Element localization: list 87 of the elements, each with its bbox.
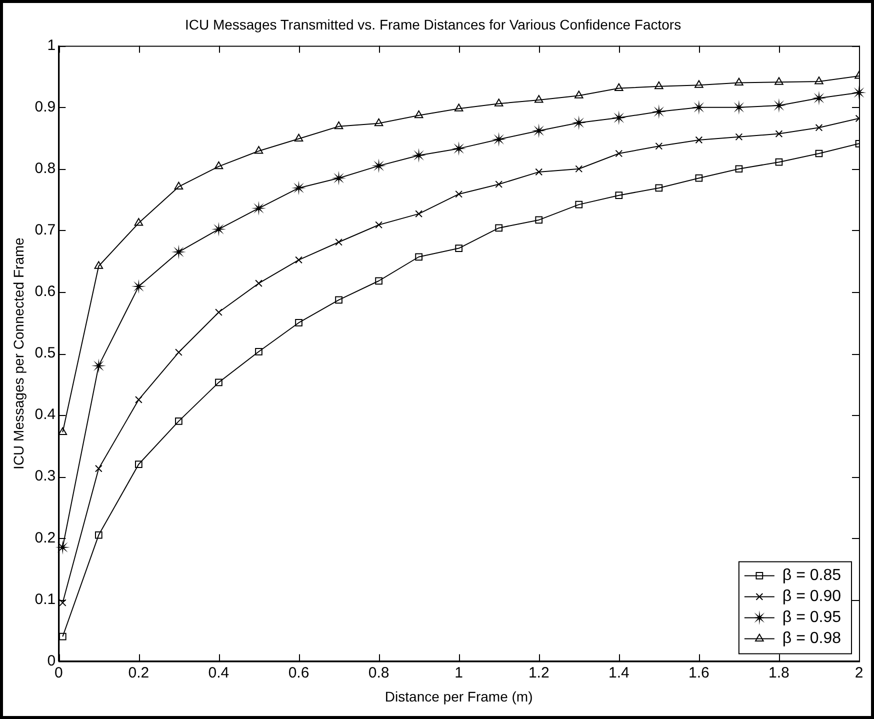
point — [255, 280, 262, 288]
point — [775, 158, 783, 166]
point — [94, 464, 102, 472]
point — [414, 110, 424, 118]
y-tick-label: 0.2 — [34, 529, 56, 546]
x-tick-label: 1 — [454, 664, 463, 682]
point — [415, 210, 422, 218]
point — [815, 150, 823, 158]
point — [215, 378, 222, 386]
point — [374, 118, 384, 126]
point — [574, 90, 584, 98]
x-tick-label: 1.6 — [688, 664, 710, 682]
x-tick-label: 1.2 — [528, 664, 550, 682]
point — [575, 200, 583, 208]
chart-title: ICU Messages Transmitted vs. Frame Distances for Various Confidence Factors — [184, 16, 682, 32]
point — [614, 83, 624, 92]
point — [295, 319, 302, 326]
point — [695, 136, 703, 144]
point — [655, 142, 663, 150]
y-tick-label: 0.3 — [34, 468, 56, 485]
y-tick-label: 0 — [47, 652, 56, 670]
point — [655, 184, 663, 192]
point — [375, 277, 382, 285]
y-tick-label: 0.9 — [34, 98, 56, 116]
point — [735, 133, 743, 141]
y-axis-title: ICU Messages per Connected Frame — [10, 237, 26, 470]
point — [495, 224, 503, 232]
point — [94, 531, 102, 539]
x-tick-label: 0.4 — [208, 664, 230, 682]
point — [294, 134, 304, 142]
point — [135, 460, 142, 468]
x-tick-label: 0.6 — [288, 664, 310, 682]
point — [58, 427, 68, 436]
y-tick-label: 0.7 — [34, 222, 56, 239]
point — [775, 130, 783, 138]
point — [255, 348, 262, 356]
point — [735, 165, 743, 173]
x-axis-title: Distance per Frame (m) — [384, 688, 533, 704]
point — [335, 296, 342, 304]
point — [494, 98, 504, 106]
point — [214, 161, 224, 170]
y-tick-label: 1 — [47, 36, 56, 54]
point — [174, 182, 184, 190]
point — [415, 253, 422, 261]
point — [734, 78, 744, 86]
point — [694, 80, 704, 88]
legend-label: β = 0.98 — [782, 630, 842, 648]
point — [58, 632, 66, 640]
x-tick-label: 0.2 — [128, 664, 150, 682]
point — [334, 121, 344, 130]
point — [815, 124, 823, 132]
point — [814, 76, 824, 84]
x-tick-label: 2 — [854, 664, 864, 682]
point — [175, 348, 182, 356]
point — [135, 396, 142, 404]
y-tick-label: 0.5 — [34, 344, 56, 362]
point — [455, 244, 463, 252]
point — [535, 216, 543, 224]
point — [774, 77, 784, 85]
point — [454, 104, 464, 112]
point — [175, 418, 182, 425]
point — [335, 238, 342, 246]
point — [375, 221, 382, 229]
legend-label: β = 0.95 — [782, 609, 842, 626]
y-tick-label: 0.6 — [34, 283, 56, 300]
y-tick-label: 0.1 — [34, 590, 56, 608]
point — [615, 150, 623, 158]
x-tick-label: 1.8 — [768, 664, 790, 682]
y-tick-label: 0.4 — [34, 406, 56, 424]
point — [575, 165, 583, 173]
x-tick-label: 0.8 — [368, 664, 390, 682]
legend-label: β = 0.85 — [782, 567, 842, 584]
point — [94, 261, 104, 269]
y-tick-label: 0.8 — [34, 160, 56, 178]
legend-label: β = 0.90 — [782, 588, 842, 606]
point — [695, 174, 703, 182]
point — [215, 308, 222, 316]
point — [455, 190, 463, 198]
point — [495, 180, 503, 188]
x-tick-label: 1.4 — [608, 664, 630, 682]
point — [535, 168, 543, 176]
point — [654, 81, 664, 90]
point — [534, 94, 544, 103]
point — [134, 218, 144, 226]
point — [295, 256, 302, 264]
point — [615, 192, 623, 200]
point — [254, 146, 264, 154]
